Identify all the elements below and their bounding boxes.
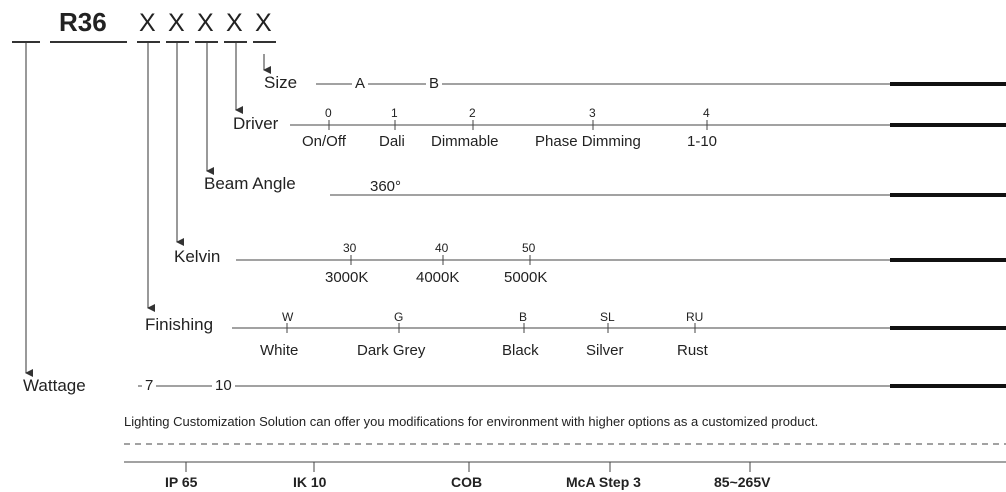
customization-note: Lighting Customization Solution can offe… [124,414,819,429]
driver-code-3: 3 [589,106,596,120]
kelvin-code-30: 30 [343,241,357,255]
driver-code-2: 2 [469,106,476,120]
beam-angle-option-360: 360° [370,178,402,195]
kelvin-option-5000k: 5000K [504,269,548,286]
driver-option-dimmable: Dimmable [431,133,499,150]
finishing-option-white: White [260,342,299,359]
finishing-code-g: G [394,310,404,324]
option-ticks [286,120,708,333]
row-end-bars [890,82,1006,388]
finishing-option-dark-grey: Dark Grey [357,342,426,359]
finishing-code-w: W [282,310,294,324]
code-slot-2: X [168,9,185,37]
spec-ticks [185,462,751,472]
kelvin-code-50: 50 [522,241,536,255]
row-lines [138,83,890,387]
finishing-label: Finishing [145,315,214,334]
kelvin-option-3000k: 3000K [325,269,369,286]
spec-ip-rating: IP 65 [165,474,198,490]
wattage-option-7: 7 [142,378,157,393]
spec-ik-rating: IK 10 [293,474,327,490]
spec-cob: COB [451,474,483,490]
finishing-code-ru: RU [686,310,704,324]
code-slot-4: X [226,9,243,37]
kelvin-code-40: 40 [435,241,449,255]
code-slot-3: X [197,9,214,37]
finishing-code-b: B [519,310,528,324]
finishing-option-silver: Silver [586,342,624,359]
model-code: R36 [59,7,107,37]
kelvin-option-4000k: 4000K [416,269,460,286]
driver-option-on-off: On/Off [302,133,346,150]
driver-code-4: 4 [703,106,710,120]
finishing-option-black: Black [502,342,539,359]
finishing-code-sl: SL [600,310,615,324]
size-option-a: A [352,76,369,91]
driver-option-phase-dimming: Phase Dimming [535,133,641,150]
leader-arrows [25,42,271,377]
spec-voltage: 85~265V [714,474,771,490]
spec-mca-step: McA Step 3 [566,474,641,490]
driver-code-1: 1 [391,106,398,120]
size-label: Size [264,73,298,92]
driver-label: Driver [233,114,279,133]
finishing-option-rust: Rust [677,342,708,359]
wattage-label: Wattage [23,376,86,395]
driver-option-1-10: 1-10 [687,133,718,150]
driver-option-dali: Dali [379,133,405,150]
size-option-b: B [426,76,443,91]
code-slot-5: X [255,9,272,37]
beam-angle-label: Beam Angle [204,174,296,193]
driver-code-0: 0 [325,106,332,120]
kelvin-label: Kelvin [174,247,221,266]
code-slot-1: X [139,9,156,37]
wattage-option-10: 10 [212,378,235,393]
